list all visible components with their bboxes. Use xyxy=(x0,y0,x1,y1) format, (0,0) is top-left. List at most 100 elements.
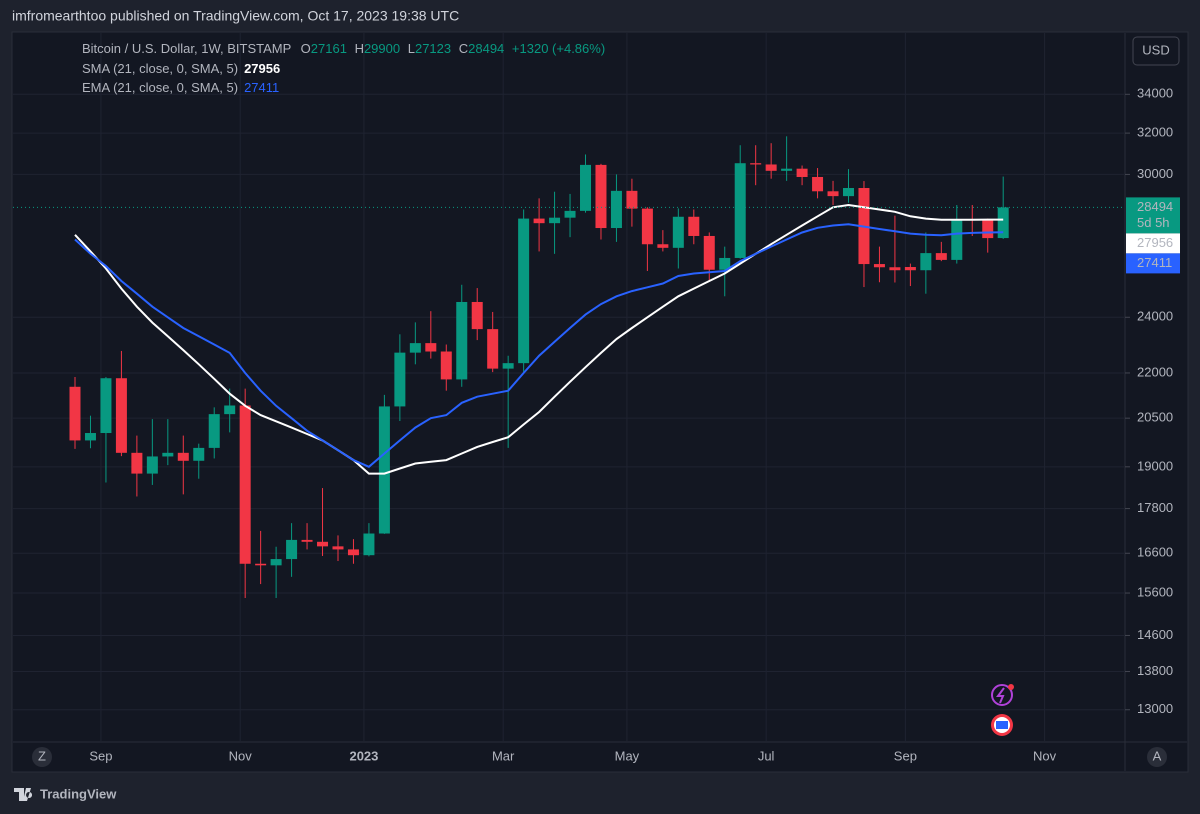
left-button[interactable] xyxy=(32,747,52,767)
l-label: L xyxy=(408,41,415,56)
candle-body xyxy=(595,164,607,229)
y-tick-label: 30000 xyxy=(1137,166,1173,181)
candle-body xyxy=(796,168,808,177)
ma-price-label: 27411 xyxy=(1137,255,1172,270)
y-tick-label: 17800 xyxy=(1137,500,1173,515)
x-tick-label: Nov xyxy=(1033,748,1057,763)
change: +1320 (+4.86%) xyxy=(512,41,605,56)
candle-body xyxy=(873,264,885,268)
right-button[interactable] xyxy=(1147,747,1167,767)
event-icon[interactable] xyxy=(991,684,1013,706)
candle-body xyxy=(564,210,576,218)
candle-body xyxy=(920,253,932,271)
flag-field xyxy=(996,721,1008,729)
candle-body xyxy=(378,406,390,534)
currency-button[interactable] xyxy=(1132,36,1180,66)
footer-brand: TradingView xyxy=(40,786,117,801)
y-tick-label: 13800 xyxy=(1137,663,1173,678)
candle-body xyxy=(781,168,793,171)
candle-body xyxy=(827,191,839,197)
candle-body xyxy=(935,253,947,260)
symbol: Bitcoin / U.S. Dollar, 1W, BITSTAMP xyxy=(82,41,291,56)
candle-body xyxy=(641,208,653,245)
candle-body xyxy=(115,378,127,453)
candle-body xyxy=(100,378,112,434)
publish-header: imfromearthtoo published on TradingView.… xyxy=(12,8,459,24)
candle-body xyxy=(162,452,174,457)
ma-price-tag xyxy=(1126,233,1180,254)
candle-body xyxy=(982,220,994,239)
candle-body xyxy=(533,218,545,224)
candle-body xyxy=(703,235,715,270)
legend-ohlc: Bitcoin / U.S. Dollar, 1W, BITSTAMP O271… xyxy=(82,41,605,56)
sma-value: 27956 xyxy=(244,61,280,76)
candle-body xyxy=(812,176,824,192)
h-label: H xyxy=(355,41,364,56)
candle-body xyxy=(734,163,746,258)
legend: Bitcoin / U.S. Dollar, 1W, BITSTAMP O271… xyxy=(82,41,605,95)
logo-mark xyxy=(14,788,33,801)
h-value: 29900 xyxy=(364,41,400,56)
candle-body xyxy=(997,207,1009,239)
candle-body xyxy=(193,447,205,461)
candle-body xyxy=(843,188,854,197)
candle-body xyxy=(84,433,96,441)
y-tick-label: 16600 xyxy=(1137,545,1173,560)
y-tick-label: 24000 xyxy=(1137,309,1173,324)
candle-body xyxy=(286,539,298,560)
currency-label[interactable]: USD xyxy=(1142,42,1169,57)
candle-body xyxy=(208,414,220,448)
o-value: 27161 xyxy=(311,41,347,56)
grid xyxy=(13,33,1124,741)
l-value: 27123 xyxy=(415,41,451,56)
candle-body xyxy=(889,267,901,271)
ema-name: EMA (21, close, 0, SMA, 5) xyxy=(82,80,238,95)
y-tick-label: 22000 xyxy=(1137,364,1173,379)
y-tick-label: 15600 xyxy=(1137,584,1173,599)
event-icon-bolt xyxy=(996,687,1005,704)
left-button-label[interactable]: Z xyxy=(38,748,46,763)
ma-line xyxy=(74,203,1004,475)
candle-body xyxy=(904,267,916,271)
chart-panel xyxy=(11,31,1189,773)
y-tick-label: 14600 xyxy=(1137,627,1173,642)
footer-logo xyxy=(14,788,33,801)
candle-body xyxy=(626,190,638,209)
last-price-label: 28494 xyxy=(1137,199,1173,214)
plot xyxy=(13,136,1124,598)
x-tick-label: May xyxy=(615,748,640,763)
candle-body xyxy=(502,363,514,369)
candle-body xyxy=(255,563,267,566)
candle-body xyxy=(471,301,483,330)
ma-price-tag xyxy=(1126,253,1180,274)
candle-body xyxy=(688,216,700,236)
ma-price-label: 27956 xyxy=(1137,235,1173,250)
candle-body xyxy=(239,405,251,564)
last-price-tag xyxy=(1126,197,1180,234)
candle-body xyxy=(224,405,236,415)
y-tick-label: 32000 xyxy=(1137,125,1173,140)
candle-body xyxy=(750,163,762,165)
candle-body xyxy=(394,352,406,407)
ema-value: 27411 xyxy=(244,80,279,95)
y-tick-label: 34000 xyxy=(1137,86,1173,101)
x-tick-label: Jul xyxy=(758,748,775,763)
candle-body xyxy=(657,244,669,248)
candle-body xyxy=(518,218,530,364)
y-tick-label: 19000 xyxy=(1137,458,1173,473)
event-dot xyxy=(1008,684,1014,690)
right-button-label[interactable]: A xyxy=(1153,748,1162,763)
candle-body xyxy=(765,164,777,171)
candle-body xyxy=(69,386,81,441)
candle-body xyxy=(425,343,437,352)
x-tick-label: Mar xyxy=(492,748,515,763)
candle-body xyxy=(177,452,189,461)
candle-body xyxy=(549,217,561,224)
candle-body xyxy=(610,190,622,229)
x-tick-label: Nov xyxy=(229,748,253,763)
candle-body xyxy=(146,456,158,474)
candle-body xyxy=(270,559,282,566)
candle-body xyxy=(719,257,731,270)
candle-body xyxy=(409,343,421,353)
candle-body xyxy=(440,351,452,380)
